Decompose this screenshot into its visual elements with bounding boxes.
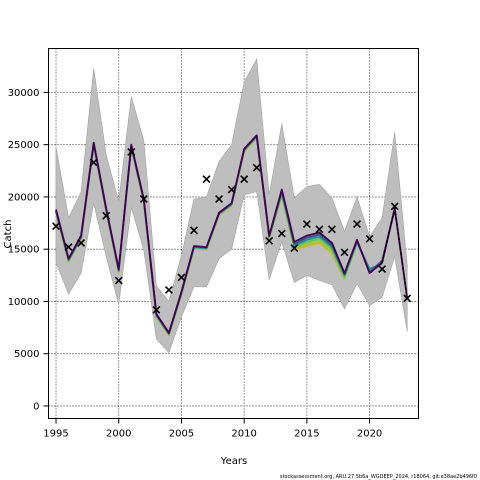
observation-point	[265, 236, 274, 245]
series-line-1	[55, 134, 409, 334]
observation-point	[114, 276, 123, 285]
x-tick-label: 2020	[357, 429, 382, 440]
observation-point	[290, 244, 299, 253]
y-tick-label: 15000	[8, 245, 40, 256]
y-tick-label: 25000	[8, 140, 40, 151]
series-layer	[55, 134, 409, 337]
observation-point	[190, 226, 198, 235]
observation-point	[390, 202, 399, 211]
observations-layer	[52, 148, 412, 314]
x-axis-label: Years	[220, 456, 247, 467]
observation-point	[252, 163, 261, 172]
x-tick-label: 2000	[106, 429, 131, 440]
observation-point	[127, 148, 136, 156]
observation-point	[277, 229, 286, 238]
observation-point	[315, 225, 324, 234]
observation-point	[403, 294, 412, 303]
observation-point	[215, 195, 224, 203]
y-tick-label: 5000	[14, 349, 39, 360]
x-tick-label: 2010	[231, 429, 256, 440]
observation-point	[164, 285, 173, 294]
observation-point	[302, 220, 311, 229]
x-tick-label: 2005	[169, 429, 194, 440]
observation-point	[340, 248, 349, 257]
observation-point	[202, 175, 211, 184]
observation-point	[139, 195, 148, 203]
observation-point	[102, 211, 111, 220]
y-tick-label: 10000	[8, 297, 40, 308]
y-tick-label: 0	[33, 401, 39, 412]
series-line-tail	[381, 208, 408, 299]
observation-point	[327, 225, 336, 234]
y-axis-label: Catch	[3, 220, 14, 249]
observation-point	[64, 243, 73, 252]
observation-point	[52, 222, 60, 231]
observation-point	[227, 185, 236, 194]
observation-point	[240, 175, 249, 184]
x-tick-label: 1995	[43, 429, 68, 440]
observation-point	[378, 265, 387, 274]
footnote: stockassessment.org, ARU.27.5b6a_WGDEEP_…	[280, 474, 477, 480]
x-axis: 1995 2000 2005 2010 2015 2020	[43, 418, 382, 440]
y-tick-label: 20000	[8, 192, 40, 203]
observation-point	[152, 305, 161, 314]
observation-point	[89, 158, 98, 167]
observation-point	[177, 273, 186, 282]
plot-frame	[48, 48, 419, 419]
y-axis: 0 5000 10000 15000 20000 25000 30000	[8, 88, 49, 412]
observation-point	[365, 234, 374, 243]
x-tick-label: 2015	[294, 429, 319, 440]
y-tick-label: 30000	[8, 88, 40, 99]
observation-point	[77, 238, 86, 247]
observation-point	[353, 220, 362, 229]
